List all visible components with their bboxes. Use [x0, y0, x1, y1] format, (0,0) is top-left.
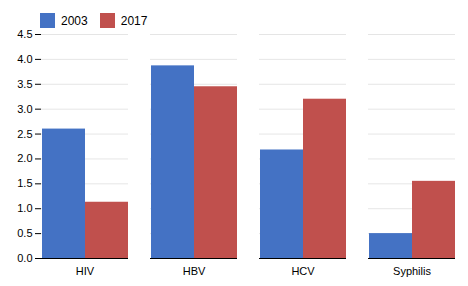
svg-text:0.5: 0.5: [17, 227, 32, 239]
svg-text:1.5: 1.5: [17, 177, 32, 189]
svg-text:HCV: HCV: [291, 265, 315, 277]
svg-text:4.0: 4.0: [17, 53, 32, 65]
svg-text:3.0: 3.0: [17, 103, 32, 115]
svg-text:HBV: HBV: [183, 265, 206, 277]
svg-text:2.0: 2.0: [17, 152, 32, 164]
svg-text:0.0: 0.0: [17, 252, 32, 264]
svg-text:HIV: HIV: [76, 265, 95, 277]
svg-text:Syphilis: Syphilis: [393, 265, 431, 277]
svg-text:1.0: 1.0: [17, 202, 32, 214]
html-text:2003: 2003: [61, 13, 88, 28]
svg-text:2.5: 2.5: [17, 128, 32, 140]
html-text:2017: 2017: [120, 13, 148, 28]
svg-text:3.5: 3.5: [17, 78, 32, 90]
svg-text:4.5: 4.5: [17, 28, 32, 40]
